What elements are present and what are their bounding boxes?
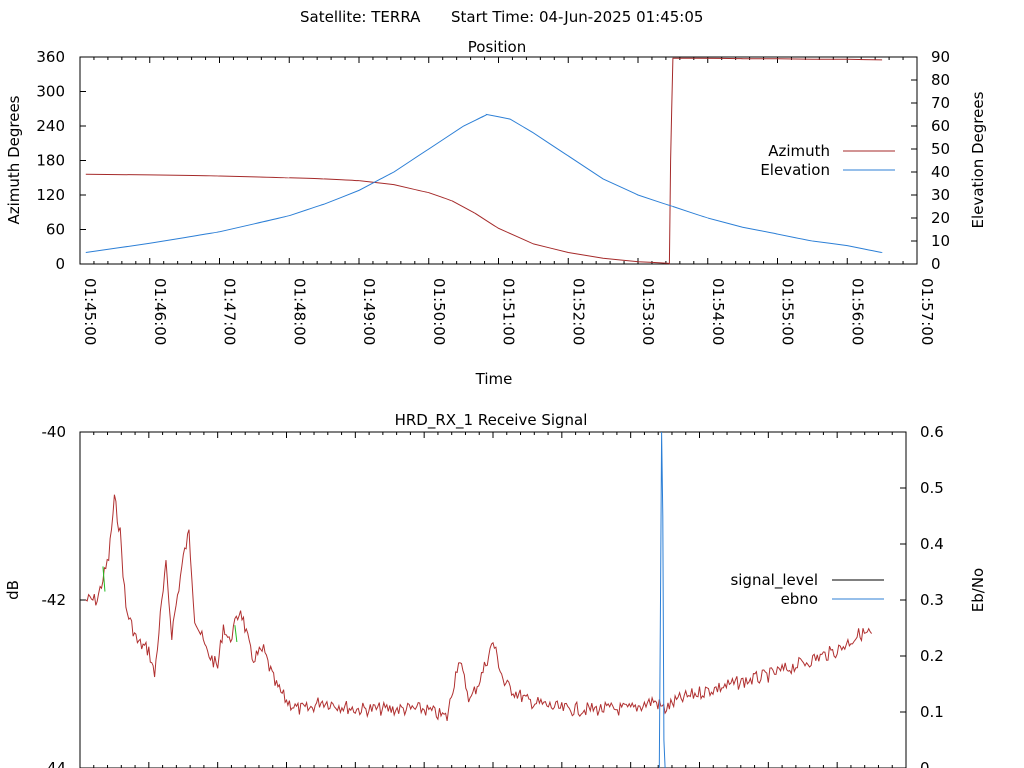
satellite-label: Satellite: TERRA [300, 8, 421, 26]
ebno-tick-label: 0 [920, 759, 930, 768]
azimuth-tick-label: 240 [36, 117, 65, 135]
ebno-axis-label: Eb/No [969, 568, 987, 612]
elevation-tick-label: 20 [931, 209, 950, 227]
position-chart: Position Azimuth Degrees Elevation Degre… [5, 38, 987, 388]
elevation-tick-label: 50 [931, 140, 950, 158]
time-tick-label: 01:49:00 [360, 278, 378, 345]
azimuth-tick-label: 0 [55, 255, 65, 273]
azimuth-tick-label: 180 [36, 152, 65, 170]
time-tick-label: 01:53:00 [639, 278, 657, 345]
elevation-tick-label: 80 [931, 71, 950, 89]
elevation-axis-label: Elevation Degrees [969, 91, 987, 228]
time-tick-label: 01:50:00 [430, 278, 448, 345]
ebno-tick-label: 0.5 [920, 479, 944, 497]
azimuth-series-line [85, 57, 883, 265]
elevation-tick-label: 60 [931, 117, 950, 135]
legend-elevation-label: Elevation [760, 161, 830, 179]
time-tick-label: 01:47:00 [221, 278, 239, 345]
receive-signal-chart: HRD_RX_1 Receive Signal dB Eb/No -44 -42 -… [4, 411, 987, 768]
ebno-tick-label: 0.3 [920, 591, 944, 609]
time-tick-label: 01:52:00 [569, 278, 587, 345]
db-tick-label: -44 [42, 759, 67, 768]
signal-chart-title: HRD_RX_1 Receive Signal [395, 411, 588, 430]
start-time-label: Start Time: 04-Jun-2025 01:45:05 [451, 8, 703, 26]
elevation-tick-label: 0 [931, 255, 941, 273]
ebno-tick-label: 0.4 [920, 535, 944, 553]
elevation-tick-label: 10 [931, 232, 950, 250]
time-tick-label: 01:54:00 [709, 278, 727, 345]
db-tick-label: -40 [42, 423, 67, 441]
legend-ebno-label: ebno [781, 590, 818, 608]
azimuth-axis-label: Azimuth Degrees [5, 95, 23, 224]
elevation-series-line [85, 113, 883, 254]
ebno-tick-label: 0.1 [920, 703, 944, 721]
azimuth-tick-label: 300 [36, 83, 65, 101]
db-tick-label: -42 [42, 591, 67, 609]
elevation-tick-label: 90 [931, 48, 950, 66]
ebno-tick-label: 0.6 [920, 423, 944, 441]
ebno-series-line [658, 431, 666, 768]
azimuth-tick-label: 120 [36, 186, 65, 204]
time-axis-label: Time [475, 370, 513, 388]
time-tick-label: 01:55:00 [779, 278, 797, 345]
time-tick-label: 01:46:00 [151, 278, 169, 345]
azimuth-tick-label: 360 [36, 48, 65, 66]
time-tick-label: 01:51:00 [500, 278, 518, 345]
ebno-tick-label: 0.2 [920, 647, 944, 665]
elevation-tick-label: 70 [931, 94, 950, 112]
time-tick-label: 01:56:00 [848, 278, 866, 345]
elevation-tick-label: 30 [931, 186, 950, 204]
signal-level-alt-segment [234, 625, 238, 643]
db-axis-label: dB [4, 580, 22, 600]
signal-level-alt-segment [102, 566, 106, 592]
position-chart-title: Position [468, 38, 526, 56]
legend-signal-level-label: signal_level [730, 571, 818, 590]
position-legend: Azimuth Elevation [760, 142, 895, 179]
time-tick-label: 01:48:00 [290, 278, 308, 345]
azimuth-tick-label: 60 [46, 221, 65, 239]
legend-azimuth-label: Azimuth [768, 142, 830, 160]
signal-legend: signal_level ebno [730, 571, 884, 608]
signal-level-series-line [85, 494, 872, 721]
time-tick-label: 01:45:00 [81, 278, 99, 345]
elevation-tick-label: 40 [931, 163, 950, 181]
time-tick-label: 01:57:00 [918, 278, 936, 345]
